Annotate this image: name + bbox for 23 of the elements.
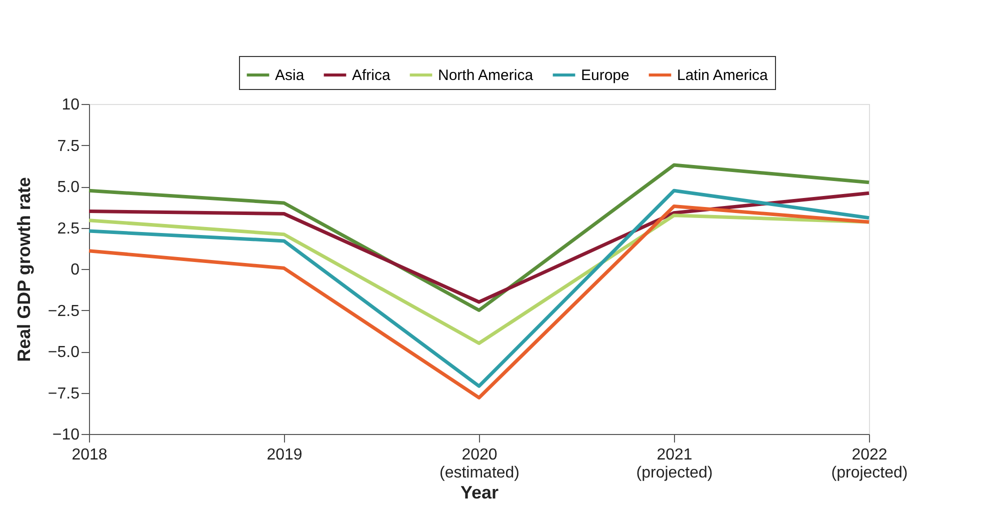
y-tick-label: 7.5 — [57, 138, 80, 155]
x-tick-label: 2022 (projected) — [831, 446, 908, 482]
y-tick-label: 5.0 — [57, 179, 80, 196]
y-tick-label: −7.5 — [48, 385, 80, 402]
y-tick-label: −10 — [52, 426, 80, 444]
legend-label: North America — [438, 67, 534, 84]
y-tick-label: 2.5 — [57, 220, 80, 238]
x-tick-label: 2018 — [72, 446, 108, 464]
y-axis-title: Real GDP growth rate — [14, 177, 34, 362]
x-tick-label: 2021 (projected) — [636, 446, 713, 482]
legend-label: Latin America — [677, 67, 769, 84]
y-tick-label: 10 — [62, 96, 80, 114]
legend-label: Europe — [581, 67, 630, 84]
legend-label: Africa — [352, 67, 391, 84]
line-series — [87, 191, 871, 304]
y-tick-label: 0 — [70, 262, 80, 278]
y-tick-label: −2.5 — [48, 302, 80, 320]
line-series — [87, 163, 871, 312]
x-axis-title: Year — [460, 482, 499, 502]
legend-label: Asia — [275, 67, 305, 84]
x-tick-label: 2020 (estimated) — [439, 446, 520, 482]
y-tick-label: −5.0 — [48, 344, 80, 361]
x-tick-label: 2019 — [266, 446, 302, 464]
